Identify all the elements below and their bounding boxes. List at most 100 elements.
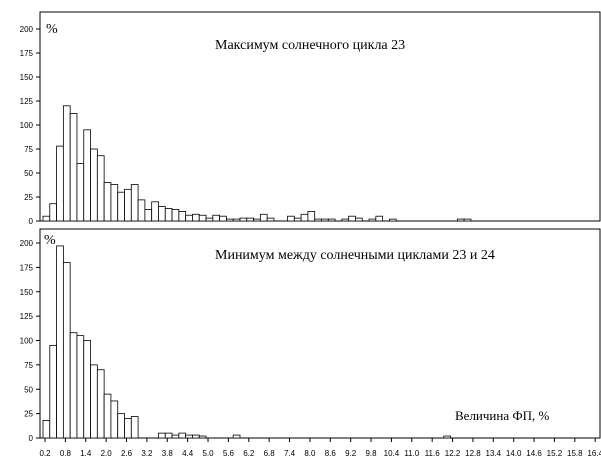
top-histogram-bar (76, 162, 85, 222)
top-histogram-bar (164, 208, 173, 222)
top-histogram-bar (341, 218, 350, 222)
bottom-panel-frame (39, 228, 601, 439)
top-histogram-bar (130, 184, 139, 222)
x-tick-label: 14.6 (526, 449, 542, 458)
bottom-y-tick-label: 150 (20, 288, 34, 297)
top-y-tick-label: 50 (24, 169, 33, 178)
bottom-histogram-bar (158, 432, 166, 439)
top-y-tick-label: 125 (20, 97, 34, 106)
top-histogram-bar (124, 188, 132, 222)
top-histogram-bar (178, 210, 187, 222)
top-panel-y-axis: 0 25 50 75 100 125 150 175 200 (20, 25, 40, 226)
bottom-histogram-bar (103, 393, 112, 439)
top-y-tick-label: 25 (24, 193, 33, 202)
top-histogram-bar (327, 218, 336, 222)
top-histogram-bar (62, 105, 71, 222)
top-y-tick-label: 200 (20, 25, 34, 34)
x-tick-label: 11.0 (404, 449, 420, 458)
top-histogram-bar (463, 218, 472, 222)
top-histogram-bar (368, 218, 377, 222)
top-histogram-bar (456, 218, 465, 222)
x-tick-label: 12.8 (465, 449, 481, 458)
bottom-panel: % Минимум между солнечными циклами 23 и … (20, 228, 601, 443)
bottom-panel-unit-label: % (44, 233, 56, 248)
top-histogram-bar (307, 210, 316, 222)
bottom-y-tick-label: 0 (29, 434, 34, 443)
top-histogram-bar (96, 155, 105, 222)
bottom-histogram-bar (185, 434, 193, 439)
bottom-histogram-bar (130, 416, 139, 439)
bottom-histogram-bar (69, 332, 78, 439)
x-tick-label: 7.4 (284, 449, 296, 458)
bottom-histogram-bar (76, 335, 85, 439)
x-tick-label: 6.8 (264, 449, 276, 458)
top-histogram-bar (314, 218, 322, 222)
top-y-tick-label: 75 (24, 145, 33, 154)
x-tick-label: 11.6 (425, 449, 441, 458)
x-tick-label: 2.6 (121, 449, 133, 458)
top-histogram-bar (266, 217, 275, 222)
bottom-histogram-bar (232, 434, 241, 439)
bottom-y-tick-label: 50 (24, 385, 33, 394)
x-tick-label: 16.4 (587, 449, 601, 458)
bottom-y-tick-label: 200 (20, 239, 34, 248)
top-y-tick-label: 0 (29, 217, 34, 226)
x-axis-title: Величина ФП, % (455, 408, 550, 423)
top-histogram-bar (171, 209, 180, 222)
top-histogram-bar (321, 218, 329, 222)
x-tick-label: 6.2 (243, 449, 255, 458)
x-tick-label: 4.4 (182, 449, 194, 458)
top-panel-unit-label: % (46, 22, 58, 37)
top-histogram-bar (83, 129, 91, 222)
x-tick-label: 8.6 (325, 449, 337, 458)
bottom-y-tick-label: 75 (24, 361, 33, 370)
top-histogram-bar (158, 206, 166, 222)
bottom-y-tick-label: 125 (20, 312, 34, 321)
x-tick-label: 0.2 (39, 449, 51, 458)
x-tick-label: 9.2 (345, 449, 357, 458)
x-tick-label: 3.8 (162, 449, 174, 458)
x-axis: 0.2 0.8 1.4 2.0 2.6 3.2 3.8 4.4 5.0 5.6 6.2 6.8 7.4 8… (39, 438, 601, 458)
x-tick-label: 8.0 (304, 449, 316, 458)
top-histogram-bar (355, 217, 363, 222)
top-histogram-bar (287, 215, 295, 222)
bottom-y-tick-label: 175 (20, 263, 34, 272)
top-histogram-bar (259, 213, 268, 222)
top-histogram-bar (49, 203, 57, 222)
top-histogram-bar (232, 218, 241, 222)
x-tick-label: 13.4 (486, 449, 502, 458)
bottom-histogram-bar (96, 369, 105, 439)
top-histogram-bar (226, 218, 234, 222)
bottom-histogram-bar (124, 418, 132, 439)
top-histogram-bar (212, 214, 221, 222)
bottom-histogram-bar (42, 420, 51, 439)
top-histogram-bar (375, 215, 384, 222)
bottom-histogram-bar (110, 400, 119, 439)
x-tick-label: 12.2 (445, 449, 461, 458)
top-histogram-bar (293, 217, 302, 222)
x-tick-label: 3.2 (141, 449, 153, 458)
bottom-histogram-bar (164, 432, 173, 439)
top-y-tick-label: 100 (20, 121, 34, 130)
x-tick-label: 10.4 (384, 449, 400, 458)
bottom-histogram-bar (117, 413, 125, 439)
x-tick-label: 5.0 (202, 449, 214, 458)
top-panel-bars (42, 105, 472, 222)
bottom-panel-bars (42, 245, 451, 439)
top-histogram-bar (389, 218, 397, 222)
top-histogram-bar (205, 217, 214, 222)
top-histogram-bar (90, 148, 98, 222)
bottom-panel-y-axis: 0 25 50 75 100 125 150 175 200 (20, 239, 40, 443)
bottom-histogram-bar (56, 245, 64, 439)
top-histogram-bar (192, 213, 200, 222)
top-histogram-bar (151, 201, 159, 222)
top-histogram-bar (69, 113, 78, 222)
bottom-histogram-bar (171, 434, 180, 439)
top-histogram-bar (185, 214, 193, 222)
top-histogram-bar (117, 191, 125, 222)
x-tick-label: 9.8 (365, 449, 377, 458)
x-tick-label: 14.0 (506, 449, 522, 458)
bottom-histogram-bar (62, 262, 71, 439)
bottom-panel-title: Минимум между солнечными циклами 23 и 24 (215, 248, 495, 263)
top-histogram-bar (42, 215, 51, 222)
